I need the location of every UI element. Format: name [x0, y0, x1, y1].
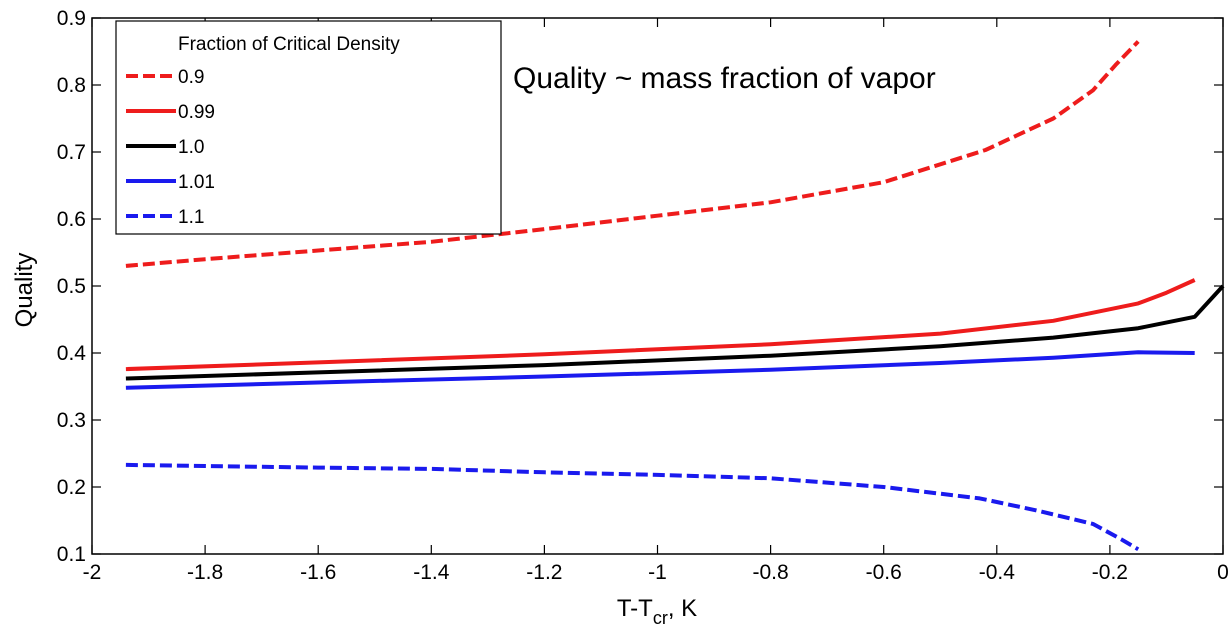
x-tick-label: -1.8 [187, 561, 223, 584]
x-axis-title-unit: , K [668, 595, 697, 622]
y-tick-label: 0.8 [57, 74, 86, 97]
series-line-0-9 [125, 40, 1140, 268]
series-line-1-1 [125, 462, 1140, 552]
legend-label: 1.1 [178, 207, 204, 228]
series-line-1-0 [125, 284, 1225, 381]
x-tick-label: -1.2 [526, 561, 562, 584]
y-tick-label: 0.4 [57, 342, 87, 365]
legend-title: Fraction of Critical Density [178, 34, 400, 55]
legend: Fraction of Critical Density 0.90.991.01… [115, 20, 502, 235]
y-tick-label: 0.1 [57, 543, 86, 566]
y-tick-label: 0.2 [57, 476, 86, 499]
y-tick-label: 0.9 [57, 7, 86, 30]
x-tick-label: -2 [83, 561, 102, 584]
legend-box [115, 20, 502, 235]
series-line-1-01 [125, 350, 1195, 390]
x-axis-title-sub: cr [653, 608, 668, 628]
x-tick-label: -1.4 [413, 561, 450, 584]
x-axis-ticks: -2 -1.8 -1.6 -1.4 -1.2 -1 -0.8 -0.6 -0.4 -0.2 0 [83, 18, 1229, 584]
y-tick-label: 0.3 [57, 409, 86, 432]
y-axis-ticks: 0.1 0.2 0.3 0.4 0.5 0.6 0.7 0.8 0.9 [57, 7, 1223, 566]
y-tick-label: 0.7 [57, 141, 86, 164]
x-tick-label: -0.2 [1092, 561, 1128, 584]
x-tick-label: -0.4 [979, 561, 1016, 584]
y-axis-title: Quality [11, 253, 38, 328]
legend-label: 1.0 [178, 137, 204, 158]
y-tick-label: 0.6 [57, 208, 86, 231]
x-tick-label: -1 [648, 561, 667, 584]
x-tick-label: 0 [1217, 561, 1229, 584]
annotation-text: Quality ~ mass fraction of vapor [513, 62, 936, 95]
x-axis-title: T-Tcr, K [617, 595, 697, 628]
legend-label: 0.9 [178, 67, 204, 88]
legend-label: 1.01 [178, 172, 215, 193]
series-line-0-99 [125, 278, 1196, 372]
x-tick-label: -0.6 [866, 561, 902, 584]
x-tick-label: -1.6 [300, 561, 336, 584]
legend-label: 0.99 [178, 102, 215, 123]
x-tick-label: -0.8 [753, 561, 789, 584]
y-tick-label: 0.5 [57, 275, 86, 298]
x-axis-title-main: T-T [617, 595, 653, 622]
legend-items: 0.9 0.99 1.0 1.01 1.1 [126, 67, 215, 228]
series-layer [125, 40, 1225, 552]
